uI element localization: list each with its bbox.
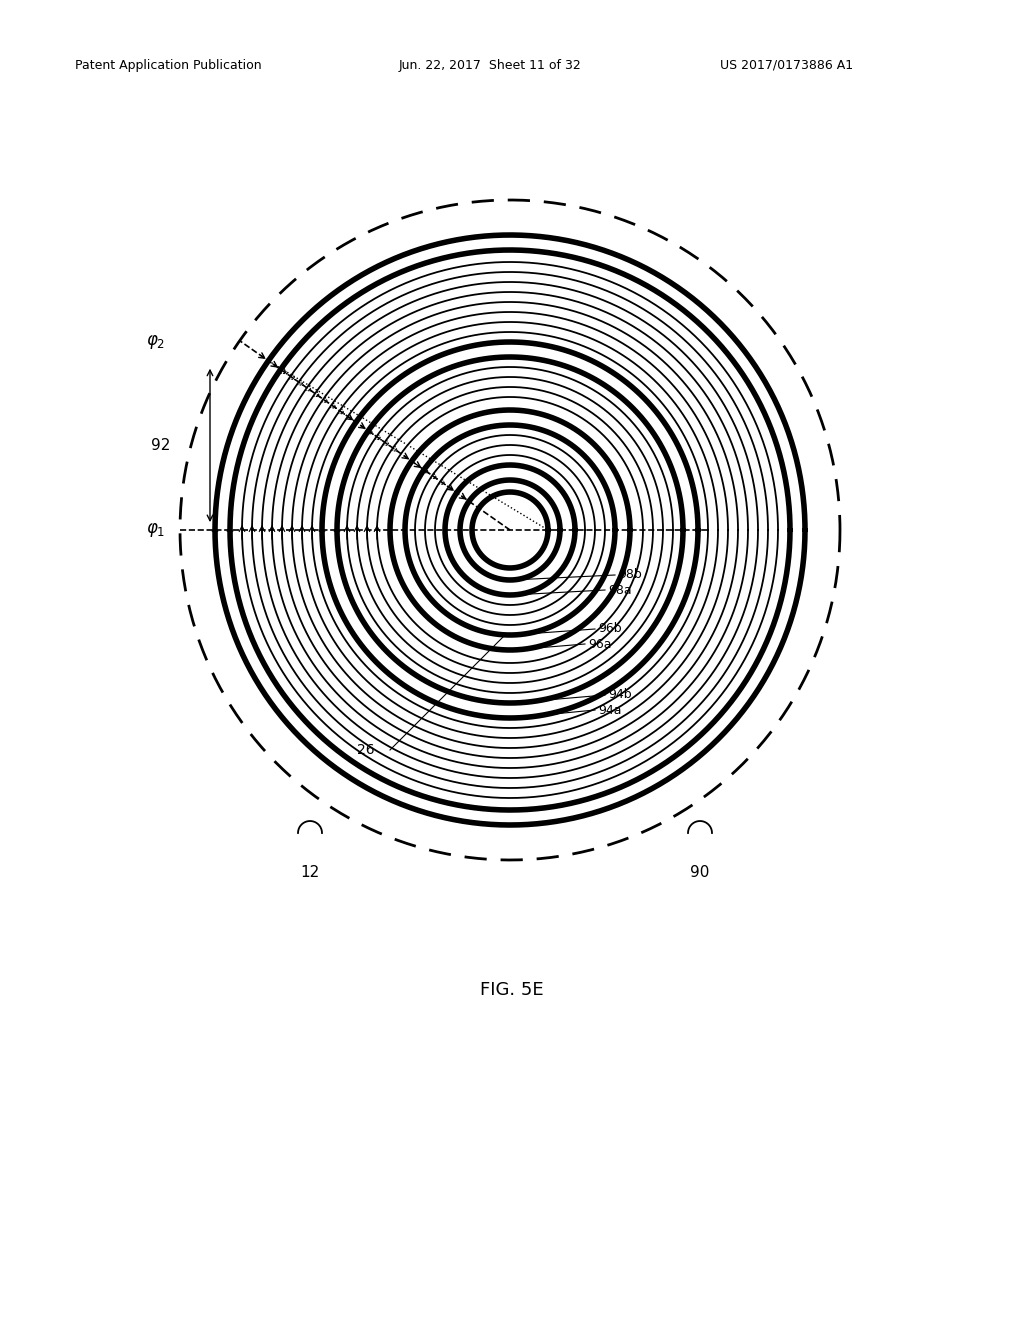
Text: 94b: 94b <box>608 689 632 701</box>
Text: 98a: 98a <box>608 583 632 597</box>
Text: 96a: 96a <box>588 638 611 651</box>
Text: 90: 90 <box>690 865 710 880</box>
Text: $\varphi_2$: $\varphi_2$ <box>145 333 165 351</box>
Text: 26: 26 <box>357 743 375 756</box>
Text: 96b: 96b <box>598 623 622 635</box>
Text: Patent Application Publication: Patent Application Publication <box>75 58 261 71</box>
Text: 92: 92 <box>151 438 170 453</box>
Text: US 2017/0173886 A1: US 2017/0173886 A1 <box>720 58 853 71</box>
Text: 98b: 98b <box>618 569 642 582</box>
Text: Jun. 22, 2017  Sheet 11 of 32: Jun. 22, 2017 Sheet 11 of 32 <box>398 58 582 71</box>
Text: $\varphi_1$: $\varphi_1$ <box>145 521 165 539</box>
Text: 12: 12 <box>300 865 319 880</box>
Text: 94a: 94a <box>598 704 622 717</box>
Text: FIG. 5E: FIG. 5E <box>480 981 544 999</box>
